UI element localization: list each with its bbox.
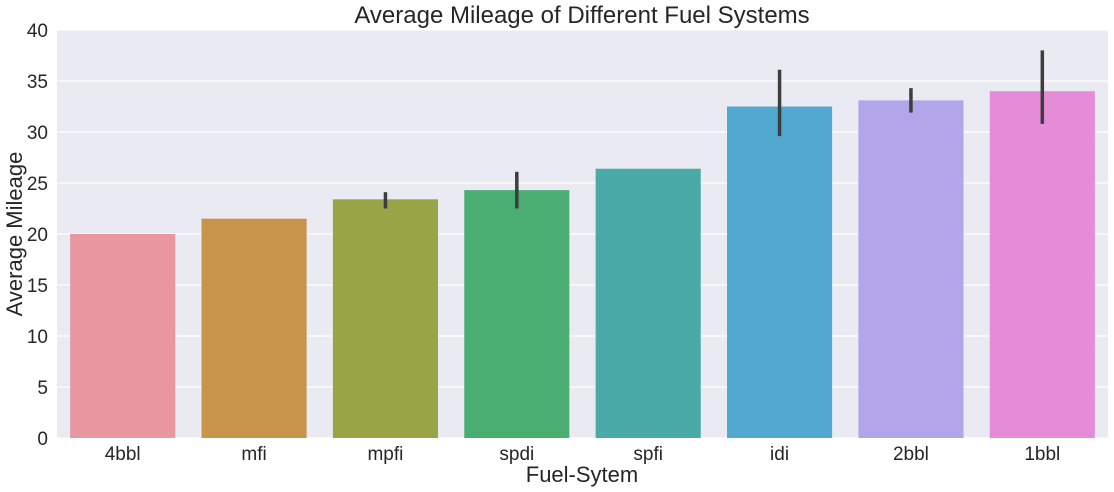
y-axis-label: Average Mileage bbox=[2, 152, 27, 317]
bar-2bbl bbox=[858, 100, 964, 438]
bars bbox=[70, 91, 1095, 438]
x-tick-label: mpfi bbox=[367, 444, 403, 465]
bar-idi bbox=[727, 106, 833, 438]
x-tick-label: mfi bbox=[241, 444, 266, 465]
y-tick-label: 5 bbox=[37, 378, 48, 399]
y-tick-label: 0 bbox=[37, 429, 48, 450]
bar-4bbl bbox=[70, 234, 176, 438]
y-axis-ticks: 0 5 10 15 20 25 30 35 40 bbox=[27, 21, 48, 450]
y-tick-label: 35 bbox=[27, 72, 48, 93]
chart-title: Average Mileage of Different Fuel System… bbox=[354, 2, 809, 29]
bar-spfi bbox=[595, 168, 701, 438]
x-tick-label: spdi bbox=[499, 444, 534, 465]
x-tick-label: 2bbl bbox=[893, 444, 929, 465]
y-tick-label: 15 bbox=[27, 276, 48, 297]
x-axis-ticks: 4bbl mfi mpfi spdi spfi idi 2bbl 1bbl bbox=[105, 444, 1061, 465]
x-tick-label: 4bbl bbox=[105, 444, 141, 465]
bar-spdi bbox=[464, 190, 570, 438]
y-tick-label: 25 bbox=[27, 174, 48, 195]
x-tick-label: idi bbox=[770, 444, 789, 465]
y-tick-label: 40 bbox=[27, 21, 48, 42]
bar-1bbl bbox=[989, 91, 1095, 438]
y-tick-label: 30 bbox=[27, 123, 48, 144]
x-axis-label: Fuel-Sytem bbox=[526, 462, 638, 487]
y-tick-label: 10 bbox=[27, 327, 48, 348]
y-tick-label: 20 bbox=[27, 225, 48, 246]
x-tick-label: 1bbl bbox=[1024, 444, 1060, 465]
x-tick-label: spfi bbox=[633, 444, 663, 465]
error-bars bbox=[383, 50, 1045, 209]
bar-mfi bbox=[201, 218, 307, 438]
bar-mpfi bbox=[332, 199, 438, 438]
